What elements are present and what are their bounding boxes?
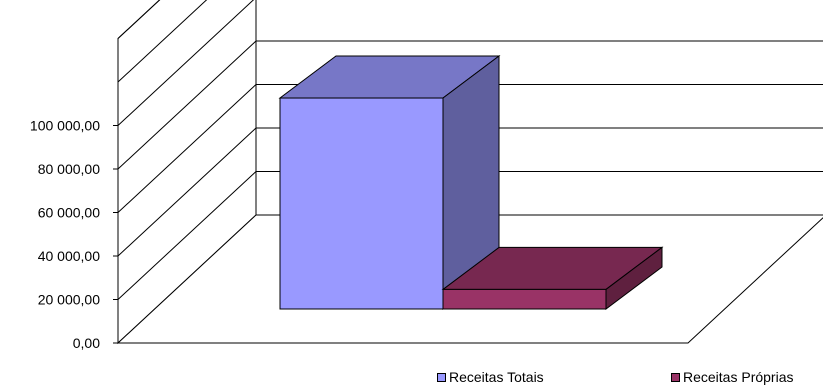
bar-receitas-totais [278, 55, 501, 310]
gridline [117, 0, 208, 83]
gridline [117, 127, 823, 257]
legend-swatch-receitas-totais [437, 372, 446, 382]
y-tick-label: 100 000,00 [30, 118, 100, 134]
gridline [117, 171, 823, 300]
bar-front [442, 288, 607, 310]
y-tick-label: 60 000,00 [38, 205, 100, 221]
gridlines [117, 0, 823, 300]
y-tick-label: 80 000,00 [38, 161, 100, 177]
gridline [117, 0, 255, 126]
bar-front [279, 97, 444, 310]
legend-item-receitas-totais: Receitas Totais [437, 369, 544, 385]
bars [278, 55, 664, 310]
y-axis-ticks: 0,00 20 000,00 40 000,00 60 000,00 80 000,00… [30, 38, 119, 351]
legend-item-receitas-proprias: Receitas Próprias [671, 369, 794, 385]
y-tick-label: 40 000,00 [38, 248, 100, 264]
gridline [117, 40, 823, 170]
legend-label-receitas-proprias: Receitas Próprias [683, 369, 794, 385]
legend-label-receitas-totais: Receitas Totais [449, 369, 544, 385]
gridline [117, 84, 823, 213]
y-tick-label: 0,00 [73, 335, 100, 351]
legend-swatch-receitas-proprias [671, 372, 680, 382]
y-tick-label: 20 000,00 [38, 292, 100, 308]
bar-receitas-proprias [441, 246, 664, 310]
legend: Receitas Totais Receitas Próprias [0, 369, 823, 387]
